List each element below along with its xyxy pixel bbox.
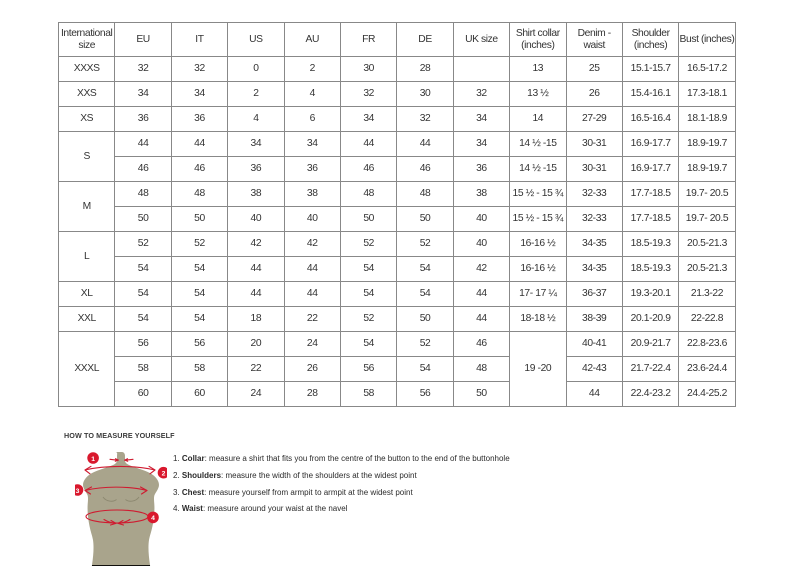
- svg-text:3: 3: [76, 488, 80, 495]
- svg-text:1: 1: [91, 456, 95, 463]
- svg-text:2: 2: [162, 471, 166, 478]
- svg-text:4: 4: [151, 515, 155, 522]
